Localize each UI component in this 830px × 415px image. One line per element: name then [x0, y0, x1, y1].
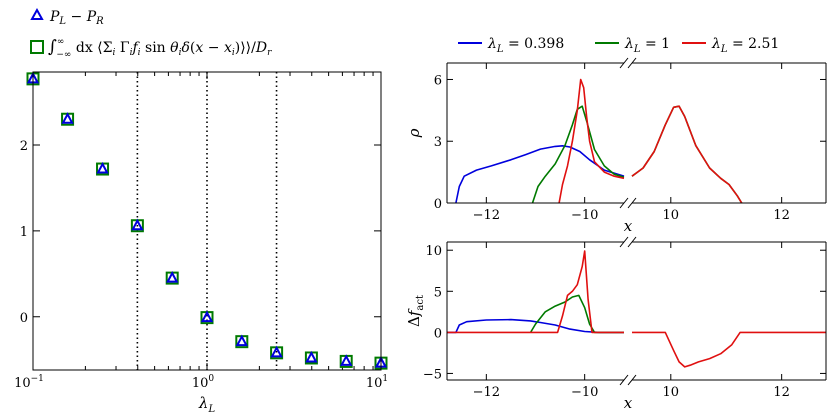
break-mark-0-0	[619, 236, 629, 248]
density-x-axis-label: x	[624, 217, 633, 235]
x-tick-label-2: 101	[366, 374, 388, 391]
legend-label-pressure-difference: PL − PR	[49, 9, 104, 27]
triangle-marker-3	[131, 218, 144, 231]
break-mark-1-0	[619, 374, 629, 386]
triangle-marker-4	[166, 270, 179, 283]
left-legend: PL − PR ∫∞ −∞ dx ⟨Σi Γifi sin θiδ(x − xi)…	[30, 7, 272, 60]
density-axis-ticks: −12 −10 10 12 0 3 6	[434, 63, 826, 223]
y-tick-label-0: 0	[20, 311, 28, 326]
break-mark-1-0	[619, 197, 629, 209]
curve-red-left	[447, 250, 624, 334]
active-force-axes-frame	[446, 236, 827, 386]
active-force-y-axis-label: Δfact	[405, 295, 426, 327]
curve-red-right	[631, 105, 743, 204]
triangle-marker-6	[235, 334, 248, 347]
legend-square	[30, 40, 44, 54]
legend-triangle	[30, 7, 44, 20]
left-vertical-lines	[136, 72, 278, 370]
curve-green-left	[529, 294, 624, 334]
x-tick-label-2: 10	[663, 385, 680, 400]
active-force-panel: −12 −10 10 12 −5 0 5 10 Δfact x	[405, 236, 827, 412]
curve-blue-left	[455, 145, 625, 204]
active-force-x-axis-label: x	[624, 394, 633, 412]
triangle-marker-1	[61, 112, 74, 124]
legend-label-lambda-251: λL = 2.51	[711, 36, 779, 55]
y-tick-label-1: 0	[434, 326, 442, 341]
y-tick-label-3: 10	[425, 244, 442, 259]
y-tick-label-2: 5	[434, 285, 442, 300]
x-tick-label-1: −10	[571, 385, 598, 400]
active-force-axis-ticks: −12 −10 10 12 −5 0 5 10	[423, 242, 826, 400]
x-tick-label-1: 100	[192, 374, 215, 391]
triangle-marker-9	[340, 354, 353, 366]
curve-blue-left	[447, 318, 624, 334]
y-tick-label-0: 0	[434, 197, 442, 212]
y-tick-label-2: 2	[20, 139, 28, 154]
x-tick-label-0: −12	[473, 208, 500, 223]
curve-red-right	[632, 331, 826, 368]
legend-label-lambda-0398: λL = 0.398	[487, 36, 564, 55]
y-tick-label-2: 6	[434, 73, 442, 88]
x-tick-label-1: −10	[571, 208, 598, 223]
break-mark-0-0	[619, 57, 629, 69]
break-mark-0-1	[627, 236, 637, 248]
x-tick-label-0: 10−1	[14, 374, 44, 391]
x-tick-label-3: 12	[773, 208, 790, 223]
legend-triangle-marker	[30, 7, 44, 20]
triangle-marker-8	[305, 350, 318, 363]
triangle-marker-2	[96, 161, 109, 174]
break-mark-0-1	[627, 57, 637, 69]
legend-label-integral: ∫∞ −∞ dx ⟨Σi Γifi sin θiδ(x − xi)⟩⟩/Dr	[48, 37, 272, 60]
left-axes-frame	[32, 71, 382, 371]
y-tick-label-1: 3	[434, 135, 442, 150]
density-y-axis-label: ρ	[405, 128, 423, 138]
active-force-curves	[447, 250, 826, 368]
x-tick-label-0: −12	[473, 385, 500, 400]
x-tick-label-2: 10	[663, 208, 680, 223]
y-tick-label-0: −5	[423, 367, 442, 382]
density-curves	[455, 78, 743, 204]
legend-label-lambda-1: λL = 1	[624, 36, 670, 55]
curve-red-left	[558, 78, 625, 204]
density-axes-frame	[446, 57, 827, 209]
x-tick-label-3: 12	[773, 385, 790, 400]
left-x-axis-label: λL	[198, 394, 216, 415]
left-scatter-panel: PL − PR ∫∞ −∞ dx ⟨Σi Γifi sin θiδ(x − xi)…	[14, 7, 388, 415]
triangle-marker-5	[200, 310, 214, 323]
curve-green-left	[531, 105, 625, 204]
break-mark-1-1	[627, 197, 637, 209]
density-panel: −12 −10 10 12 0 3 6 ρ x	[405, 57, 827, 235]
break-mark-1-1	[627, 374, 637, 386]
y-tick-label-1: 1	[20, 225, 28, 240]
right-legend: λL = 0.398 λL = 1 λL = 2.51	[458, 36, 779, 55]
legend-square-marker	[30, 40, 44, 54]
triangle-marker-7	[270, 345, 283, 358]
